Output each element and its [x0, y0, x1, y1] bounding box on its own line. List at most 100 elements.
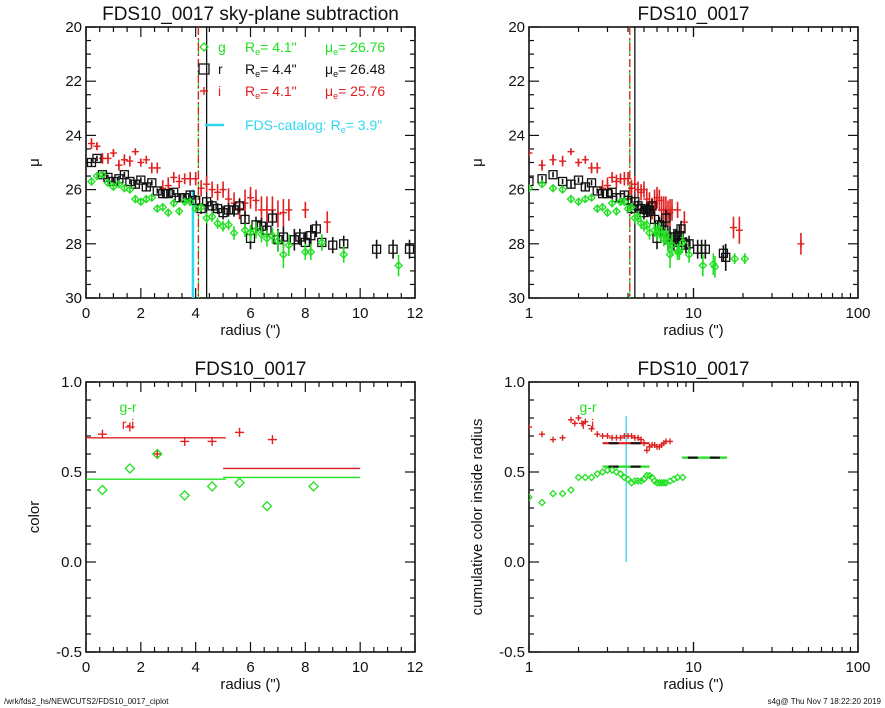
diamond-marker [678, 473, 687, 482]
diamond-marker [262, 233, 272, 243]
plus-marker [735, 226, 743, 234]
diamond-marker [261, 500, 273, 512]
diamond-marker [103, 178, 113, 188]
legend-band-label: g [218, 39, 226, 55]
plus-marker [538, 161, 546, 169]
plus-marker [203, 180, 211, 188]
square-marker [328, 240, 338, 250]
plus-marker [323, 218, 331, 226]
x-tick-label: 12 [407, 305, 424, 322]
plot-area [529, 415, 728, 562]
plus-marker [575, 159, 583, 166]
plus-marker [575, 415, 582, 421]
plus-marker [115, 161, 123, 169]
y-axis [86, 26, 415, 299]
plus-marker [624, 175, 632, 183]
plus-marker [579, 420, 586, 427]
diamond-marker [684, 250, 694, 260]
x-tick-label: 6 [246, 305, 254, 322]
chart-title: FDS10_0017 [638, 359, 750, 380]
diamond-marker [196, 202, 206, 212]
plus-marker [549, 156, 557, 164]
plus-marker [593, 164, 601, 172]
plus-marker [667, 438, 674, 445]
diamond-marker [130, 194, 140, 204]
x-axis-label: radius (") [663, 676, 723, 693]
plus-marker [126, 157, 134, 165]
plus-marker [219, 186, 227, 194]
diamond-marker [698, 261, 708, 270]
diamond-marker [558, 489, 567, 498]
square-marker [163, 189, 173, 199]
series-g-r [97, 448, 319, 512]
x-tick-label: 10 [685, 659, 702, 676]
plus-marker [207, 436, 217, 446]
footer-timestamp: s4g@ Thu Nov 7 18:22:20 2019 [768, 697, 882, 706]
plus-marker [214, 188, 222, 196]
plus-marker [142, 156, 150, 164]
legend-re: Re= 4.4" [245, 61, 297, 79]
plus-marker [571, 420, 578, 427]
diamond-marker [394, 261, 403, 270]
diamond-marker [623, 204, 633, 213]
diamond-marker [213, 219, 223, 228]
diamond-marker [206, 480, 218, 492]
square-marker [295, 232, 305, 242]
plus-marker [559, 434, 566, 441]
plus-marker [594, 431, 601, 438]
legend-re: Re= 4.1" [245, 83, 297, 101]
plus-marker [567, 416, 574, 423]
square-marker [306, 231, 316, 241]
diamond-marker [620, 473, 629, 482]
diamond-marker [642, 220, 652, 230]
footer-path: /wrk/fds2_hs/NEWCUTS2/FDS10_0017_ciplot [4, 697, 169, 706]
y-tick-label: 0.0 [504, 554, 525, 571]
plus-marker [225, 195, 233, 203]
diamond-marker [317, 238, 327, 247]
plus-marker [581, 156, 589, 164]
square-marker [289, 235, 300, 245]
x-tick-label: 6 [246, 659, 254, 676]
legend: g-rr-i [579, 399, 596, 432]
diamond-marker [306, 247, 316, 257]
diamond-marker [659, 478, 668, 487]
diamond-marker [637, 477, 645, 485]
diamond-marker [268, 231, 277, 241]
legend: g Re= 4.1" μe= 26.76 r Re= 4.4" μe= 26.48 i Re=… [198, 39, 385, 135]
x-tick-label: 4 [191, 305, 199, 322]
x-tick-label: 2 [137, 659, 145, 676]
diamond-marker [574, 197, 583, 207]
diamond-marker [207, 212, 217, 222]
diamond-marker [537, 179, 547, 189]
diamond-marker [234, 477, 245, 489]
square-marker [529, 176, 534, 187]
diamond-marker [339, 250, 349, 260]
diamond-marker [278, 250, 288, 260]
diamond-marker [179, 489, 191, 501]
plus-marker [638, 436, 645, 443]
y-axis-label: color [26, 501, 43, 534]
diamond-marker [558, 185, 567, 195]
x-axis-label: radius (") [220, 676, 280, 693]
chart-title: FDS10_0017 [638, 4, 750, 25]
plus-marker [628, 433, 635, 439]
plus-marker [631, 180, 639, 188]
square-marker [388, 244, 398, 254]
square-marker [223, 205, 234, 215]
square-marker [721, 252, 731, 263]
y-tick-label: 30 [65, 290, 82, 307]
series-g [87, 170, 403, 277]
diamond-marker [251, 225, 261, 235]
diamond-marker [612, 468, 621, 476]
y-tick-label: 28 [508, 236, 525, 253]
y-tick-label: 30 [508, 290, 525, 307]
diamond-marker [240, 225, 250, 235]
y-axis [529, 26, 858, 299]
legend-label: r-i [122, 416, 134, 432]
plus-marker [567, 148, 575, 156]
diamond-marker [593, 469, 602, 478]
plus-marker [208, 186, 216, 194]
x-axis [528, 382, 859, 652]
plus-marker [97, 429, 107, 439]
